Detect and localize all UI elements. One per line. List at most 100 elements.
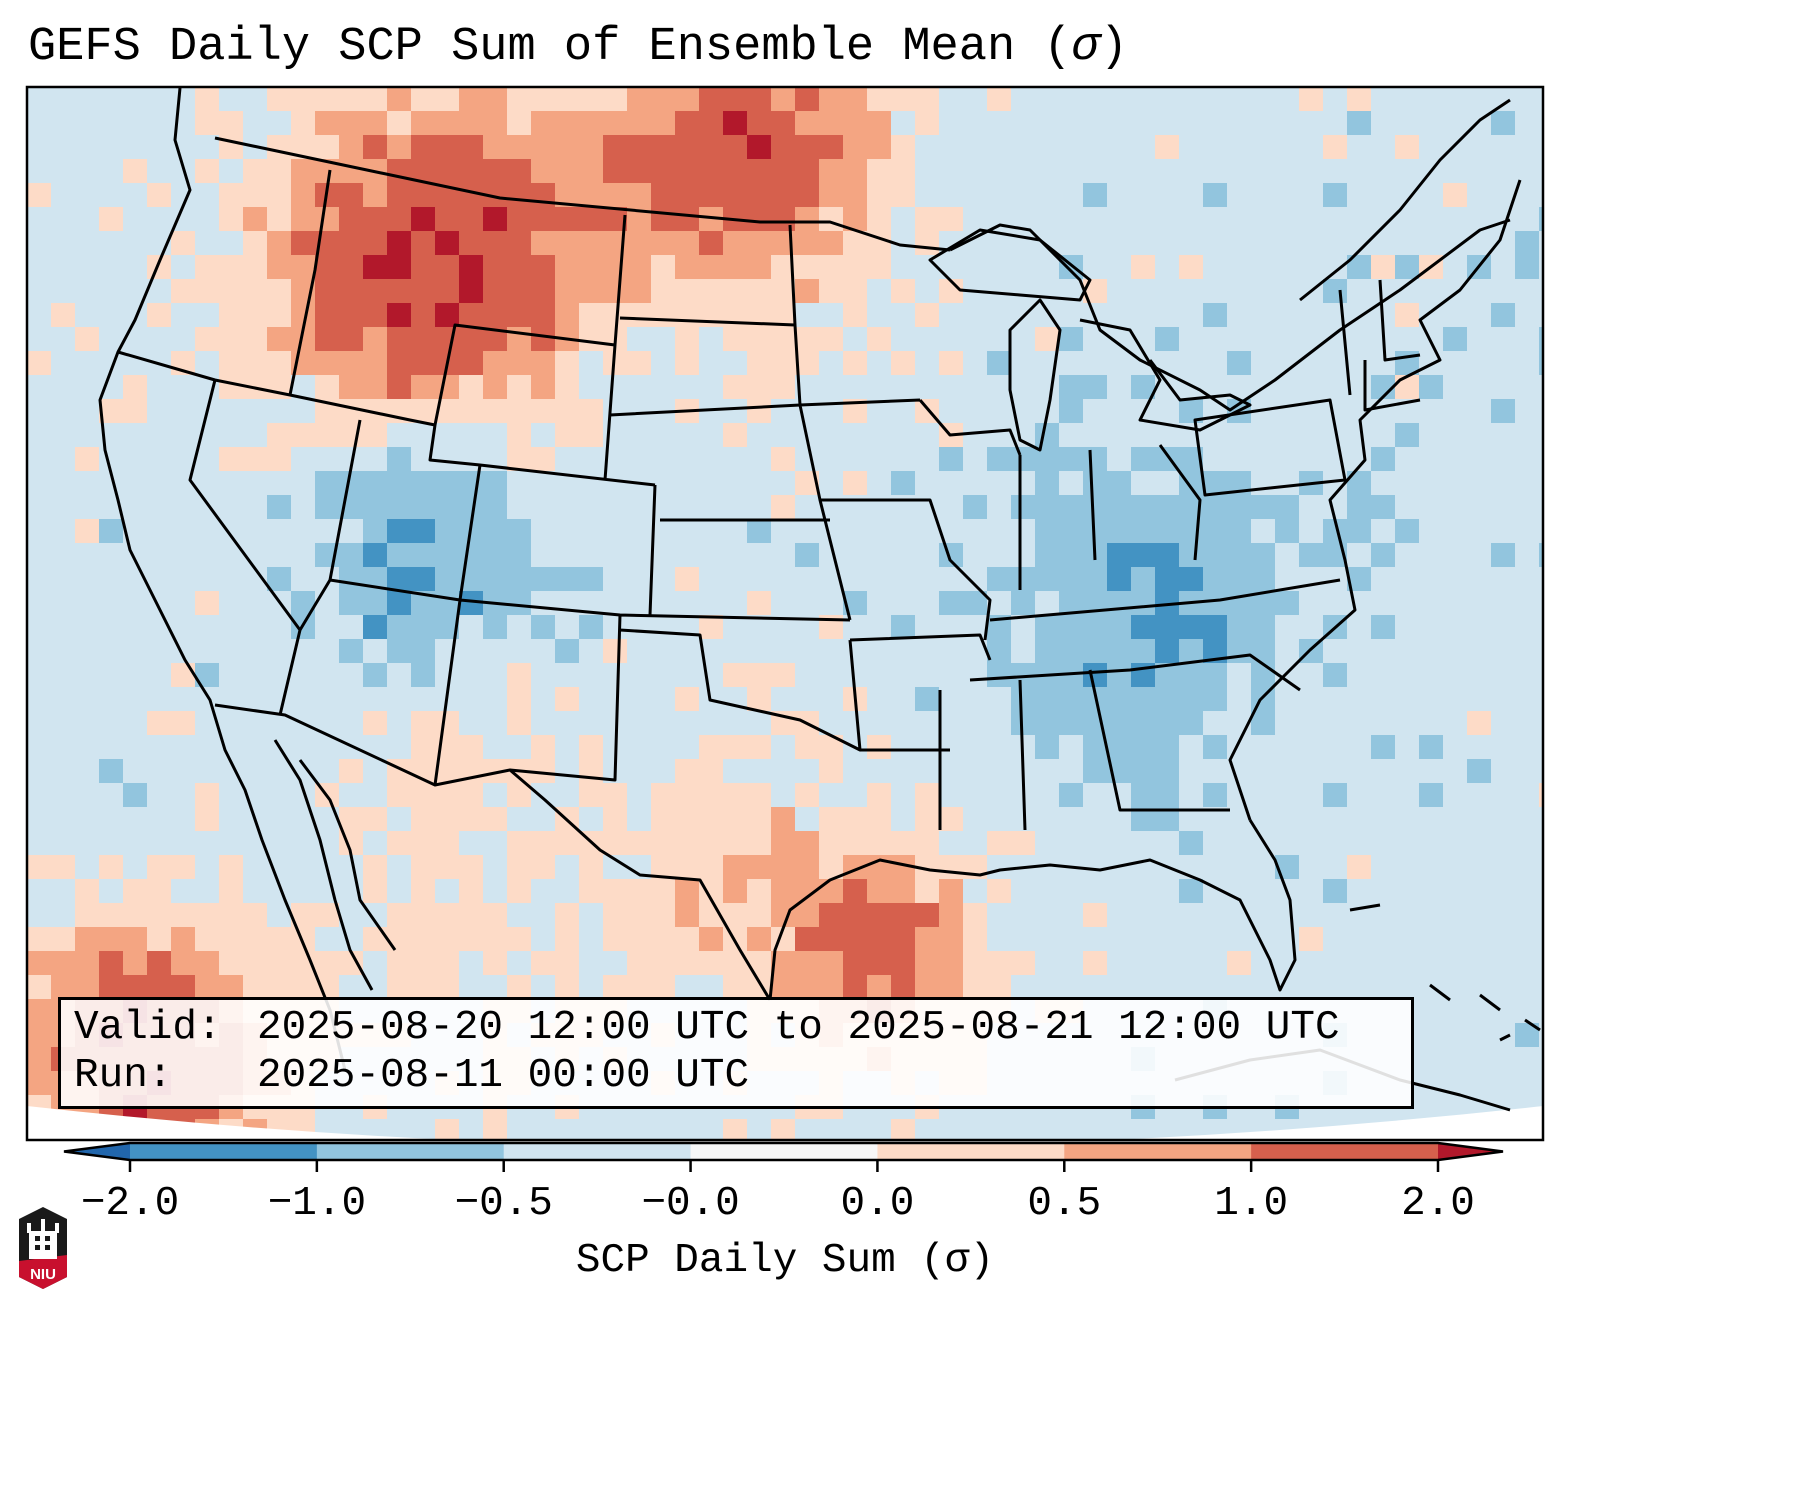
heatmap-cell [627,303,652,328]
heatmap-cell [1275,135,1300,160]
heatmap-cell [603,783,628,808]
heatmap-cell [1107,831,1132,856]
heatmap-cell [915,447,940,472]
heatmap-cell [1179,543,1204,568]
heatmap-cell [1059,423,1084,448]
heatmap-cell [771,327,796,352]
heatmap-cell [555,1119,580,1140]
heatmap-cell [963,303,988,328]
heatmap-cell [1395,471,1420,496]
heatmap-cell [1179,951,1204,976]
heatmap-cell [483,687,508,712]
heatmap-cell [1491,351,1516,376]
heatmap-cell [867,903,892,928]
heatmap-cell [99,543,124,568]
heatmap-cell [699,423,724,448]
heatmap-cell [699,615,724,640]
heatmap-cell [771,687,796,712]
heatmap-cell [219,423,244,448]
heatmap-cell [1155,975,1180,1000]
heatmap-cell [771,111,796,136]
heatmap-cell [699,543,724,568]
heatmap-cell [795,327,820,352]
heatmap-cell [891,711,916,736]
heatmap-cell [867,735,892,760]
heatmap-cell [795,303,820,328]
heatmap-cell [1371,879,1396,904]
heatmap-cell [1251,543,1276,568]
heatmap-cell [1203,279,1228,304]
heatmap-cell [939,375,964,400]
heatmap-cell [915,471,940,496]
heatmap-cell [1515,111,1540,136]
heatmap-cell [819,687,844,712]
heatmap-cell [27,351,52,376]
heatmap-cell [1491,759,1516,784]
heatmap-cell [1203,519,1228,544]
heatmap-cell [1299,615,1324,640]
heatmap-cell [699,447,724,472]
heatmap-cell [891,615,916,640]
heatmap-cell [363,519,388,544]
heatmap-cell [219,111,244,136]
heatmap-cell [363,543,388,568]
heatmap-cell [987,831,1012,856]
heatmap-cell [315,375,340,400]
heatmap-cell [915,159,940,184]
heatmap-cell [939,903,964,928]
heatmap-cell [27,279,52,304]
heatmap-cell [651,735,676,760]
valid-label: Valid: [74,1005,222,1051]
heatmap-cell [1539,855,1543,880]
heatmap-cell [891,879,916,904]
heatmap-cell [1299,951,1324,976]
heatmap-cell [1131,519,1156,544]
heatmap-cell [1155,543,1180,568]
heatmap-cell [1467,495,1492,520]
heatmap-cell [891,927,916,952]
heatmap-cell [579,327,604,352]
heatmap-cell [267,567,292,592]
heatmap-cell [675,279,700,304]
heatmap-cell [219,87,244,112]
heatmap-cell [483,159,508,184]
heatmap-cell [387,687,412,712]
heatmap-cell [1395,159,1420,184]
heatmap-cell [1179,975,1204,1000]
heatmap-cell [1347,735,1372,760]
heatmap-cell [363,855,388,880]
heatmap-cell [1467,1023,1492,1048]
heatmap-cell [915,519,940,544]
heatmap-cell [531,591,556,616]
heatmap-cell [795,951,820,976]
heatmap-cell [579,111,604,136]
heatmap-cell [1107,543,1132,568]
heatmap-cell [1179,207,1204,232]
heatmap-cell [339,519,364,544]
heatmap-cell [195,807,220,832]
heatmap-cell [51,135,76,160]
heatmap-cell [1299,711,1324,736]
heatmap-cell [435,255,460,280]
heatmap-cell [627,807,652,832]
heatmap-cell [1443,735,1468,760]
heatmap-cell [1083,975,1108,1000]
heatmap-cell [531,375,556,400]
heatmap-cell [1179,615,1204,640]
heatmap-cell [723,759,748,784]
heatmap-cell [1107,567,1132,592]
heatmap-cell [555,159,580,184]
heatmap-cell [891,183,916,208]
heatmap-cell [1443,687,1468,712]
heatmap-cell [219,255,244,280]
heatmap-cell [51,855,76,880]
heatmap-cell [723,375,748,400]
heatmap-cell [459,399,484,424]
heatmap-cell [603,831,628,856]
heatmap-cell [291,543,316,568]
heatmap-cell [507,687,532,712]
heatmap-cell [675,975,700,1000]
heatmap-cell [243,903,268,928]
heatmap-cell [459,279,484,304]
heatmap-cell [291,111,316,136]
